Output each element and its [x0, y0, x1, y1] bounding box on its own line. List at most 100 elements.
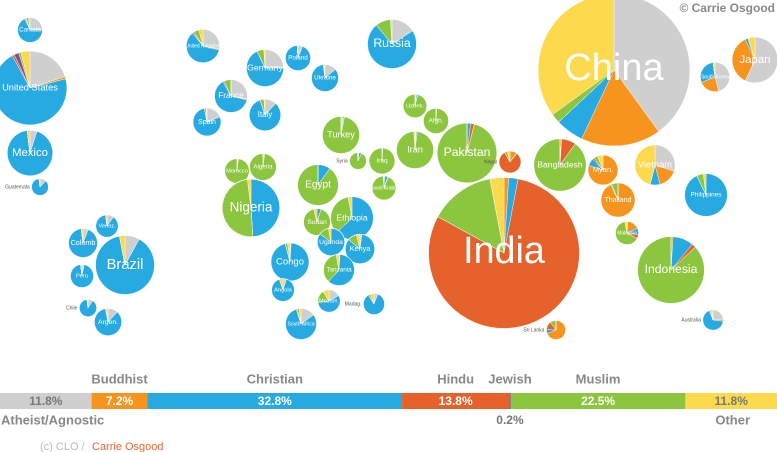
pie-slice	[205, 107, 208, 123]
pie-slice	[17, 18, 43, 43]
pie-slice	[297, 45, 299, 59]
country-label: United Kingdom	[185, 43, 221, 49]
pie-slice	[298, 308, 302, 325]
country: Australia	[681, 309, 724, 331]
pie-slice	[249, 99, 281, 131]
pie-slice	[745, 37, 777, 83]
pie-slice	[264, 49, 284, 69]
country-label: Mozam.	[319, 298, 339, 304]
country-label: Uzbek.	[406, 104, 424, 110]
country: Morocco	[224, 158, 250, 184]
pie-slice	[311, 64, 339, 92]
country: Italy	[248, 98, 282, 132]
country: Iraq	[368, 147, 396, 175]
pie-slice	[613, 0, 691, 132]
country: South Korea	[699, 61, 731, 93]
pie-slice	[285, 309, 317, 340]
country: Argen.	[93, 307, 123, 337]
pie-slice	[270, 242, 310, 282]
country: Guatemala	[5, 178, 49, 196]
pie-slice	[38, 178, 41, 188]
pie-slice	[546, 320, 566, 340]
country-label: Peru	[76, 274, 88, 280]
bar-segment	[685, 393, 777, 409]
bar-segment	[402, 393, 510, 409]
country: Uzbek.	[402, 93, 428, 119]
country: Pakistan	[436, 122, 498, 184]
pie-slice	[313, 208, 318, 223]
pie-slice	[79, 299, 97, 317]
pie-slice	[198, 29, 204, 47]
country-label: Sri Lanka	[523, 327, 544, 333]
bar-segment	[0, 393, 92, 409]
country: Syria	[336, 152, 367, 170]
pie-slice	[712, 62, 716, 78]
country-label: Vietnam	[638, 158, 672, 169]
country: Turkey	[322, 116, 360, 154]
country: India	[428, 177, 580, 329]
pie-slice	[537, 0, 615, 115]
country-label: Russia	[373, 36, 410, 50]
country-label: Brazil	[107, 257, 144, 273]
country-label: Chile	[66, 305, 78, 311]
country: United Kingdom	[185, 28, 221, 64]
country-label: Iraq	[376, 158, 387, 165]
pie-slice	[383, 175, 385, 189]
footer-prefix: (c) CLO /	[40, 441, 86, 452]
country: Nigeria	[221, 178, 281, 238]
pie-slice	[192, 108, 222, 137]
country: France	[214, 79, 248, 113]
country: Bangladesh	[533, 138, 587, 192]
pie-slice	[106, 308, 109, 323]
country: Venez.	[95, 214, 119, 238]
country: Canada	[17, 17, 43, 43]
country-label: Nigeria	[230, 200, 273, 215]
credit: © Carrie Osgood	[679, 1, 775, 15]
value-label: 22.5%	[581, 394, 615, 408]
pie-slice	[186, 32, 220, 63]
pie-slice	[550, 320, 557, 331]
country-label: Australia	[681, 317, 701, 323]
value-label: 32.8%	[258, 394, 292, 408]
pie-slice	[26, 130, 31, 154]
pie-slice	[322, 289, 330, 302]
pie-slice	[279, 278, 284, 291]
pie-slice	[20, 50, 31, 89]
pie-slice	[624, 221, 628, 234]
pie-slice	[634, 144, 656, 185]
country: Ethiopia	[330, 196, 374, 240]
pie-slice	[7, 130, 53, 176]
country: Philippines	[684, 173, 728, 217]
pie-slice	[507, 150, 511, 163]
pie-slice	[222, 179, 254, 237]
country: Brazil	[95, 235, 155, 295]
pie-slice	[214, 81, 248, 113]
pie-slice	[86, 299, 89, 309]
pie-slice	[335, 254, 340, 271]
country: Russia	[367, 19, 417, 69]
pie-slice	[615, 221, 638, 245]
country-label: India	[463, 229, 545, 271]
country: Ukraine	[311, 64, 339, 92]
country-label: South Africa	[288, 321, 315, 327]
country: Egypt	[297, 164, 339, 206]
country-label: Morocco	[226, 169, 248, 175]
pie-slice	[70, 264, 94, 288]
bar-segment	[510, 393, 686, 409]
legend-label: Muslim	[576, 371, 621, 386]
bar-segment	[91, 393, 148, 409]
country: Spain	[192, 107, 222, 137]
pie-map: Canada United States Mexico Guatemala Colomb…	[0, 0, 777, 341]
bar-segment	[147, 393, 403, 409]
country: Malaysia	[615, 221, 639, 245]
country: Myan.	[587, 154, 619, 186]
country-label: Turkey	[327, 129, 355, 139]
pie-slice	[80, 264, 83, 277]
pie-slice	[317, 295, 341, 313]
pie-slice	[396, 131, 434, 169]
country-label: Angola	[274, 288, 293, 294]
footer-author: Carrie Osgood	[92, 441, 164, 452]
country: Germany	[246, 49, 284, 87]
country: Poland	[284, 44, 312, 72]
country-label: Poland	[288, 55, 308, 62]
